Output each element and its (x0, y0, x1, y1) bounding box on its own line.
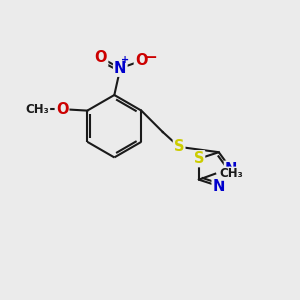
Text: S: S (174, 140, 184, 154)
Text: +: + (121, 55, 129, 65)
Text: O: O (56, 102, 68, 117)
Text: N: N (225, 162, 237, 177)
Text: CH₃: CH₃ (220, 167, 243, 180)
Text: N: N (213, 178, 225, 194)
Text: N: N (114, 61, 127, 76)
Text: O: O (95, 50, 107, 65)
Text: −: − (145, 50, 157, 65)
Text: O: O (135, 53, 147, 68)
Text: S: S (194, 151, 204, 166)
Text: CH₃: CH₃ (26, 103, 50, 116)
